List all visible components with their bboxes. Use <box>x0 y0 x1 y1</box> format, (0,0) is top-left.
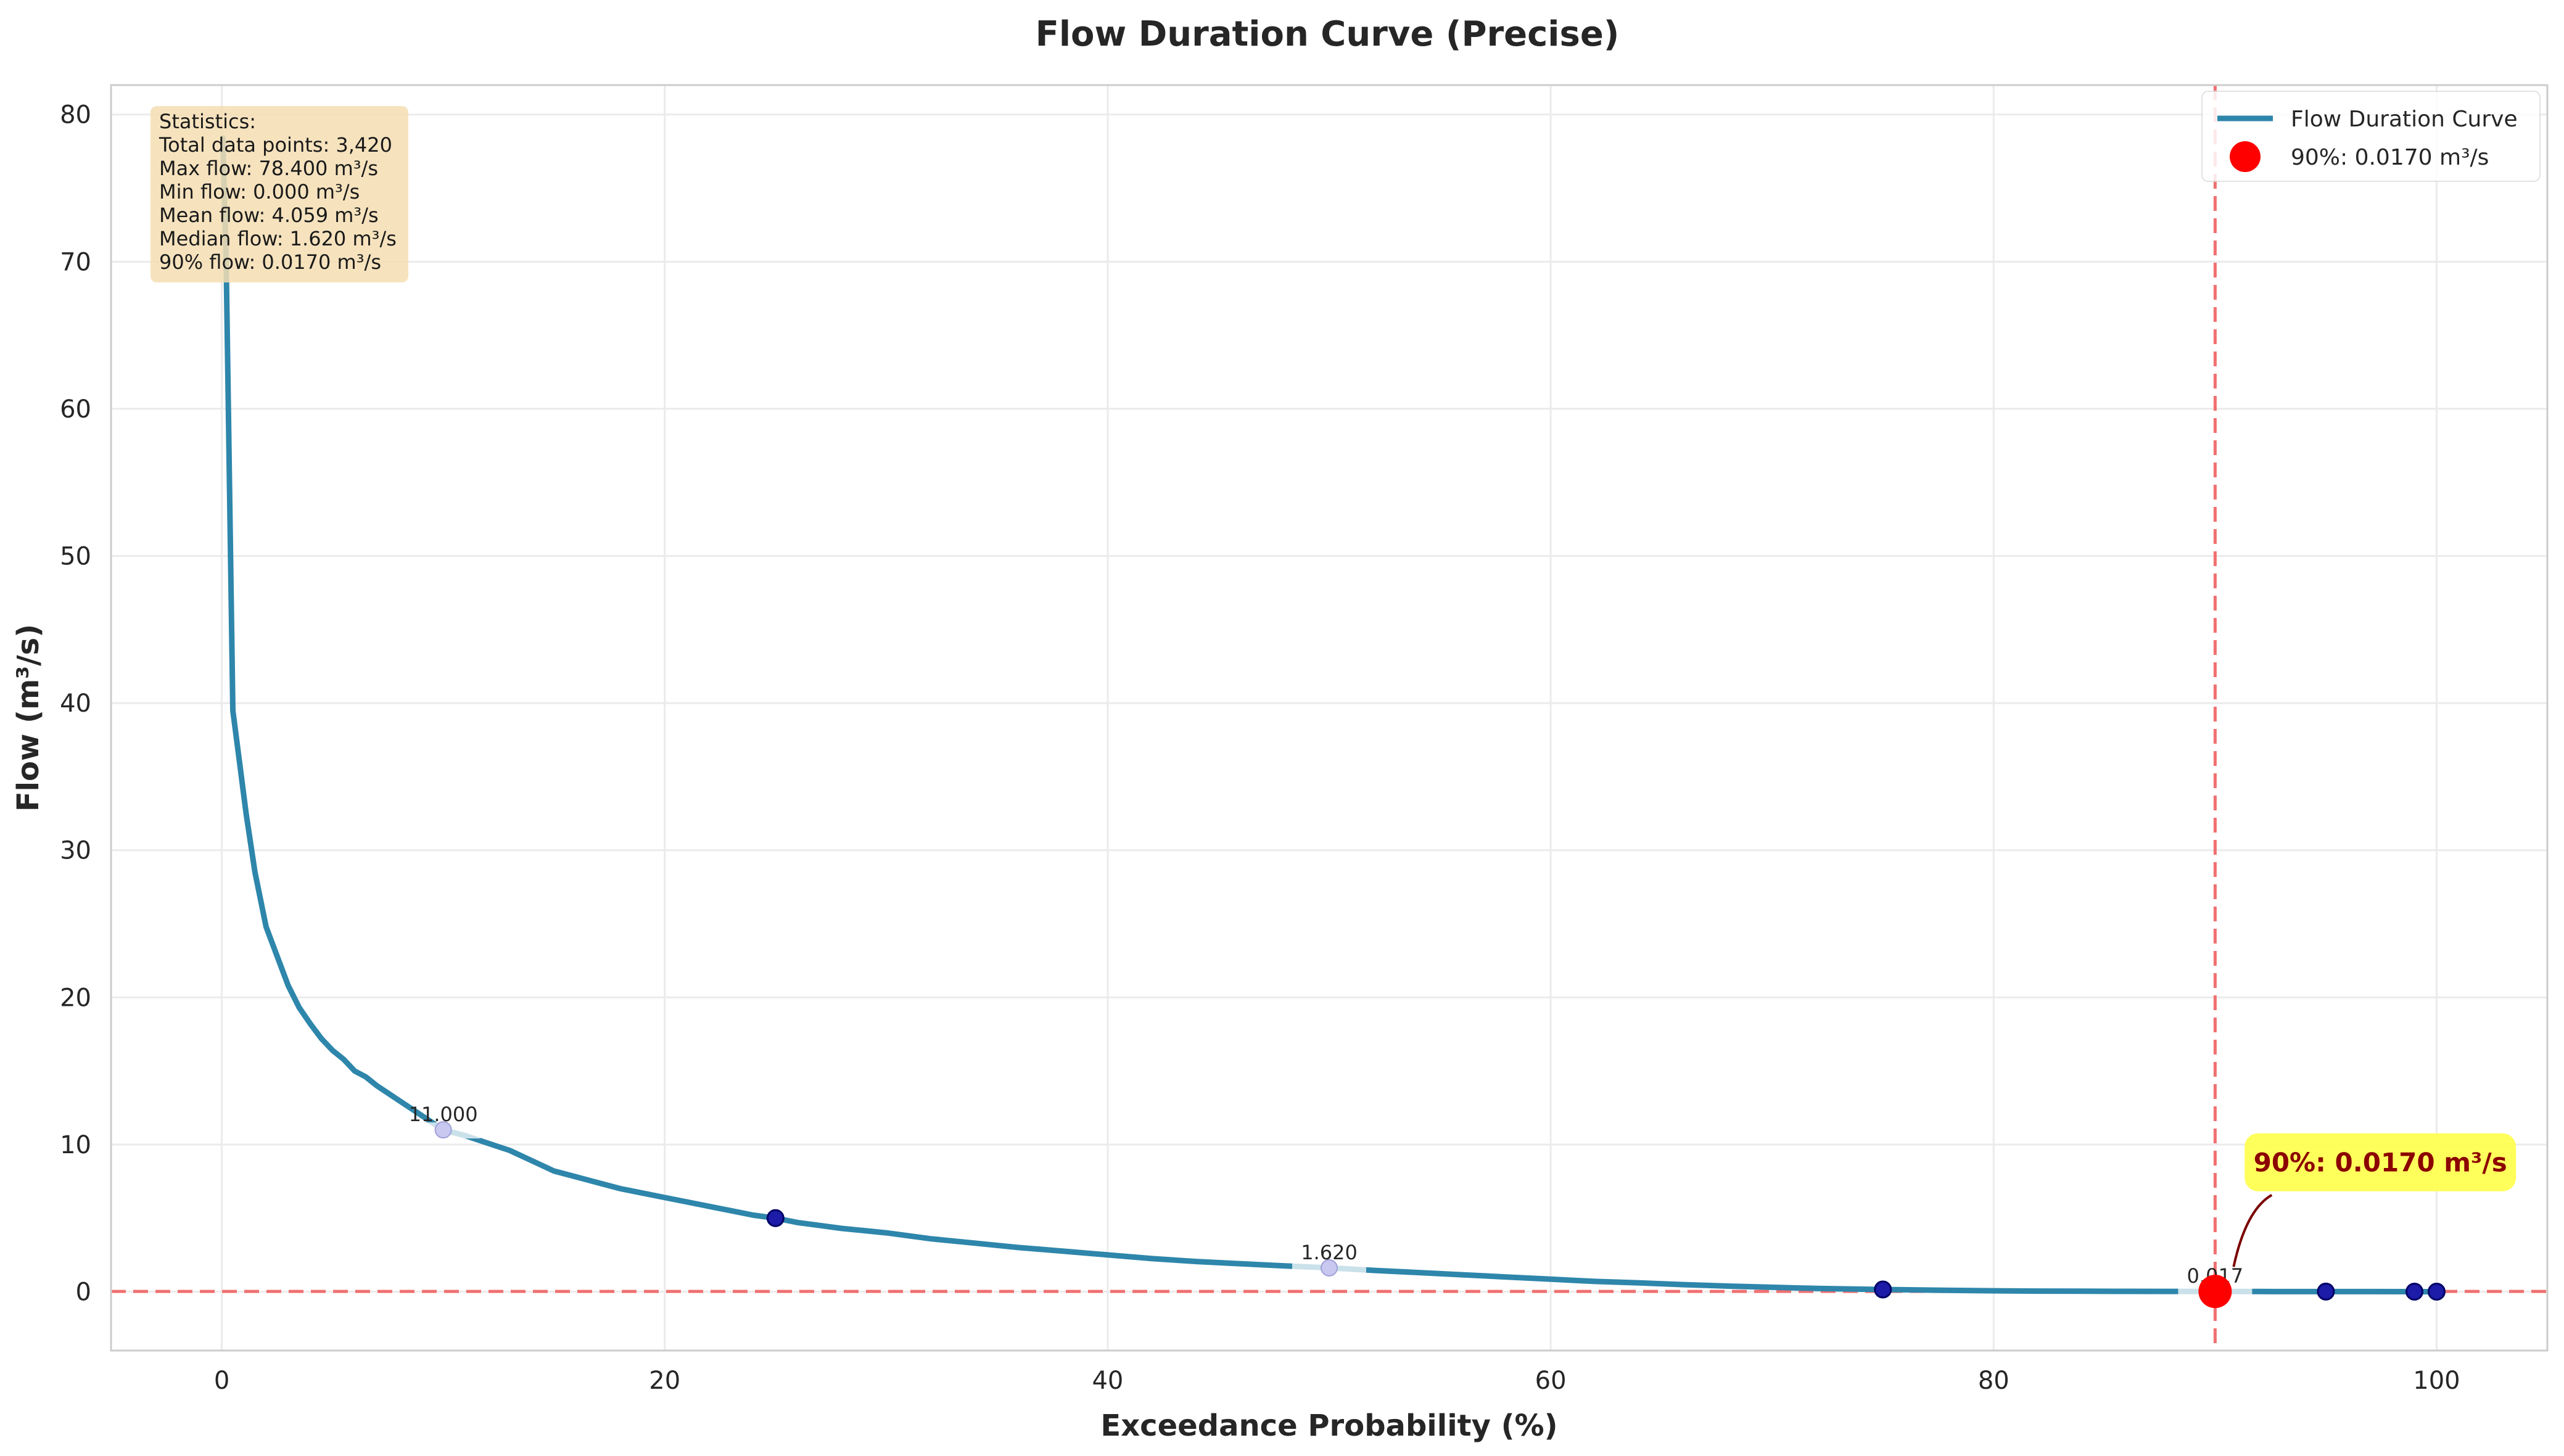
y-tick-label: 80 <box>60 101 91 130</box>
y-axis-ticks: 0 10 20 30 40 50 60 70 80 <box>60 101 91 1307</box>
flow-duration-line <box>220 135 2439 1295</box>
statistics-line: Min flow: 0.000 m³/s <box>159 180 360 204</box>
highlight-marker <box>2198 1275 2232 1309</box>
annotation-arrow <box>2232 1194 2273 1267</box>
annotation-box <box>2245 1133 2517 1191</box>
statistics-line: Max flow: 78.400 m³/s <box>159 157 378 180</box>
percentile-marker <box>1321 1259 1338 1277</box>
y-tick-label: 20 <box>60 984 91 1012</box>
y-tick-label: 10 <box>60 1131 91 1159</box>
x-axis-label: Exceedance Probability (%) <box>1100 1409 1557 1443</box>
legend-label: 90%: 0.0170 m³/s <box>2291 145 2489 170</box>
y-tick-label: 60 <box>60 395 91 424</box>
statistics-line: 90% flow: 0.0170 m³/s <box>159 250 381 274</box>
percentile-marker <box>2405 1283 2424 1301</box>
legend-frame <box>2201 91 2541 182</box>
y-tick-label: 50 <box>60 543 91 571</box>
y-tick-label: 0 <box>76 1278 91 1307</box>
statistics-box-background <box>150 106 408 282</box>
plot-frame <box>110 84 2549 1352</box>
statistics-line: Median flow: 1.620 m³/s <box>159 227 397 250</box>
marker-value-label: 11.000 <box>409 1103 478 1126</box>
x-axis-ticks: 0 20 40 60 80 100 <box>214 1367 2460 1395</box>
percentile-marker <box>2317 1282 2335 1301</box>
marker-value-label: 1.620 <box>1301 1241 1358 1264</box>
statistics-line: Mean flow: 4.059 m³/s <box>159 204 379 227</box>
legend-marker-swatch <box>2230 141 2261 172</box>
y-axis-label: Flow (m³/s) <box>11 624 46 812</box>
series-layer <box>220 135 2439 1295</box>
x-tick-label: 100 <box>2413 1367 2460 1395</box>
x-tick-label: 0 <box>214 1367 229 1395</box>
percentile-marker <box>2427 1283 2446 1301</box>
percentile-marker <box>766 1209 785 1227</box>
y-tick-label: 30 <box>60 837 91 865</box>
legend-label: Flow Duration Curve <box>2291 107 2518 132</box>
y-tick-label: 40 <box>60 689 91 718</box>
x-tick-label: 20 <box>649 1367 680 1395</box>
chart-title: Flow Duration Curve (Precise) <box>1036 14 1620 54</box>
statistics-line: Total data points: 3,420 <box>159 133 392 157</box>
y-tick-label: 70 <box>60 248 91 276</box>
percentile-marker <box>1874 1280 1892 1299</box>
legend: Flow Duration Curve 90%: 0.0170 m³/s <box>2201 91 2541 182</box>
annotation-text: 90%: 0.0170 m³/s <box>2254 1148 2507 1178</box>
grid <box>111 85 2547 1351</box>
x-tick-label: 60 <box>1535 1367 1567 1395</box>
annotation-layer: 90%: 0.0170 m³/s <box>2232 1133 2517 1267</box>
statistics-line: Statistics: <box>159 110 256 133</box>
x-tick-label: 40 <box>1092 1367 1123 1395</box>
x-tick-label: 80 <box>1978 1367 2010 1395</box>
percentile-marker <box>434 1121 452 1139</box>
